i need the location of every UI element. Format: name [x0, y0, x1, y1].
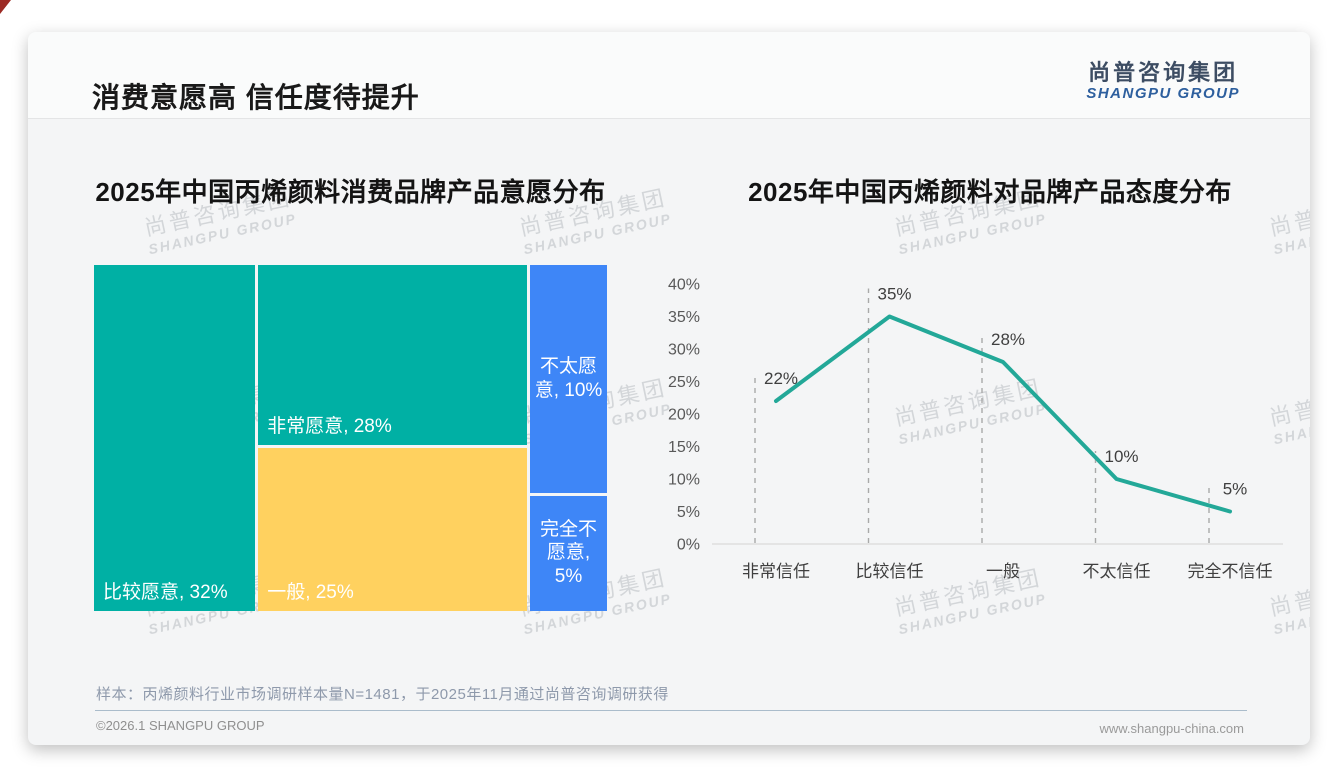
x-category-label: 非常信任 — [742, 562, 810, 581]
line-chart: 0% 5% 10% 15% 20% 25% 30% 35% 40% 22% 35% 28% 10% 5% 非… — [650, 255, 1300, 600]
footer-copyright: ©2026.1 SHANGPU GROUP — [96, 718, 265, 733]
card-header: 消费意愿高 信任度待提升 尚普咨询集团 SHANGPU GROUP — [28, 32, 1310, 119]
treemap-cell-不太愿意: 不太愿 意, 10% — [530, 265, 607, 493]
x-category-label: 一般 — [986, 562, 1020, 581]
y-tick-label: 30% — [668, 342, 700, 359]
treemap-cell-一般: 一般, 25% — [258, 447, 528, 611]
treemap-cell-label: 比较愿意, 32% — [103, 582, 228, 603]
x-category-label: 完全不信任 — [1188, 562, 1273, 581]
logo-chinese: 尚普咨询集团 — [1088, 60, 1239, 85]
company-logo: 尚普咨询集团 SHANGPU GROUP — [1086, 60, 1240, 103]
treemap-cell-label: 非常愿意, 28% — [267, 415, 392, 437]
footer-divider — [95, 710, 1247, 711]
logo-english: SHANGPU GROUP — [1086, 85, 1240, 103]
data-label: 28% — [991, 330, 1025, 349]
data-label: 22% — [764, 369, 798, 388]
sample-footnote: 样本：丙烯颜料行业市场调研样本量N=1481，于2025年11月通过尚普咨询调研… — [96, 686, 669, 703]
footer-website: www.shangpu-china.com — [1099, 721, 1244, 736]
card-content: 2025年中国丙烯颜料消费品牌产品意愿分布 2025年中国丙烯颜料对品牌产品态度… — [28, 32, 1310, 745]
treemap-cell-非常愿意: 非常愿意, 28% — [258, 265, 528, 445]
treemap-cell-完全不愿意: 完全不 愿意, 5% — [530, 495, 607, 611]
data-label: 35% — [877, 285, 911, 304]
treemap-cell-比较愿意: 比较愿意, 32% — [94, 265, 256, 611]
trend-line — [774, 314, 1232, 514]
treemap-cell-label: 不太愿 意, 10% — [534, 356, 603, 401]
y-tick-label: 10% — [668, 472, 700, 489]
line-chart-title: 2025年中国丙烯颜料对品牌产品态度分布 — [748, 177, 1232, 207]
data-label: 10% — [1104, 447, 1138, 466]
x-category-label: 不太信任 — [1083, 562, 1151, 581]
y-tick-label: 40% — [668, 277, 700, 294]
y-tick-label: 25% — [668, 374, 700, 391]
y-tick-label: 35% — [668, 309, 700, 326]
y-tick-label: 5% — [677, 504, 700, 521]
y-tick-label: 0% — [677, 537, 700, 554]
treemap-cell-label: 一般, 25% — [267, 581, 354, 603]
corner-artifact — [0, 0, 11, 14]
treemap-chart-title: 2025年中国丙烯颜料消费品牌产品意愿分布 — [95, 177, 606, 207]
slide-card: 尚普咨询集团 SHANGPU GROUP 尚普咨询集团 SHANGPU GROUP 尚普… — [28, 32, 1310, 745]
treemap-cell-label: 完全不 愿意, 5% — [539, 518, 597, 588]
x-category-label: 比较信任 — [856, 562, 924, 581]
page-title: 消费意愿高 信任度待提升 — [92, 82, 420, 113]
y-tick-label: 20% — [668, 407, 700, 424]
treemap: 比较愿意, 32% 非常愿意, 28% 一般, 25% 不太愿 意, 10% 完全不 愿… — [94, 265, 607, 611]
line-chart-svg: 0% 5% 10% 15% 20% 25% 30% 35% 40% 22% 35% 28% 10% 5% 非… — [668, 277, 1283, 581]
y-tick-label: 15% — [668, 439, 700, 456]
data-label: 5% — [1223, 480, 1248, 499]
